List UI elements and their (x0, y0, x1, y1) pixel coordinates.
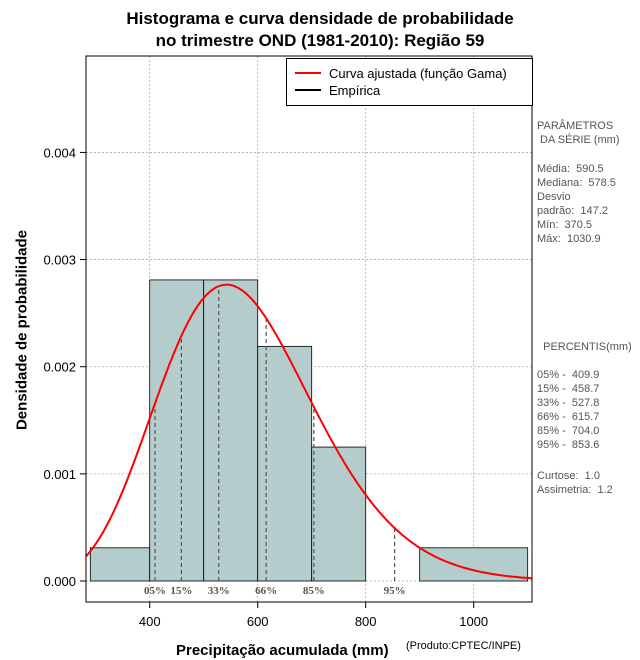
stat-max: Máx: 1030.9 (537, 233, 601, 245)
gamma-curve (85, 283, 533, 580)
stat-curtose: Curtose: 1.0 (537, 470, 600, 482)
percentile-label: 05% (144, 585, 166, 597)
percentile-label: 15% (170, 585, 192, 597)
y-tick-label: 0.002 (43, 360, 76, 375)
percentil-66: 66% - 615.7 (537, 411, 600, 423)
y-tick-label: 0.000 (43, 574, 76, 589)
legend-swatch-curve (295, 72, 321, 74)
percentil-95: 95% - 853.6 (537, 439, 600, 451)
percentil-15: 15% - 458.7 (537, 383, 600, 395)
legend-label-empirical: Empírica (329, 82, 381, 98)
y-tick-label: 0.001 (43, 467, 76, 482)
percentil-33: 33% - 527.8 (537, 397, 600, 409)
y-tick-label: 0.003 (43, 253, 76, 268)
stat-desvio-label: Desvio (537, 191, 571, 203)
chart-title-line1: Histograma e curva densidade de probabil… (126, 9, 514, 28)
product-credit: (Produto:CPTEC/INPE) (406, 640, 521, 652)
x-tick-label: 800 (355, 614, 377, 629)
legend-item-empirical: Empírica (295, 82, 380, 98)
axes: 400 600 800 1000 0.000 0.001 0.002 0.003 0.004 (43, 145, 488, 629)
chart-title-line2: no trimestre OND (1981-2010): Região 59 (155, 31, 485, 50)
y-tick-label: 0.004 (43, 145, 76, 160)
percentile-label: 85% (303, 585, 325, 597)
percentis-header: PERCENTIS(mm) (537, 341, 632, 353)
histogram-bar (89, 547, 151, 582)
params-header-1: PARÂMETROS (537, 120, 614, 132)
plot-frame (85, 55, 533, 603)
stat-assimetria: Assimetria: 1.2 (537, 484, 613, 496)
percentile-label: 66% (255, 585, 277, 597)
legend-label-curve: Curva ajustada (função Gama) (329, 65, 507, 81)
percentile-label: 95% (384, 585, 406, 597)
stat-desvio-value: padrão: 147.2 (537, 205, 608, 217)
histogram-bar (149, 279, 205, 582)
percentil-85: 85% - 704.0 (537, 425, 600, 437)
stat-mediana: Mediana: 578.5 (537, 177, 616, 189)
percentil-05: 05% - 409.9 (537, 369, 600, 381)
legend: Curva ajustada (função Gama) Empírica (286, 58, 533, 106)
x-axis-label: Precipitação acumulada (mm) (176, 642, 389, 659)
x-tick-label: 1000 (459, 614, 488, 629)
histogram-bar (311, 446, 367, 582)
percentile-lines: 05% 15% 33% 66% 85% 95% (144, 286, 406, 597)
stat-min: Mín: 370.5 (537, 219, 593, 231)
percentile-label: 33% (208, 585, 230, 597)
params-header-2: DA SÉRIE (mm) (537, 134, 620, 146)
y-axis-label: Densidade de probabilidade (13, 229, 31, 431)
x-tick-label: 600 (247, 614, 269, 629)
legend-item-curve: Curva ajustada (função Gama) (295, 65, 507, 81)
x-tick-label: 400 (139, 614, 161, 629)
histogram-bars (89, 279, 529, 582)
histogram-bar (203, 279, 259, 582)
legend-swatch-empirical (295, 89, 321, 91)
stat-media: Média: 590.5 (537, 163, 604, 175)
